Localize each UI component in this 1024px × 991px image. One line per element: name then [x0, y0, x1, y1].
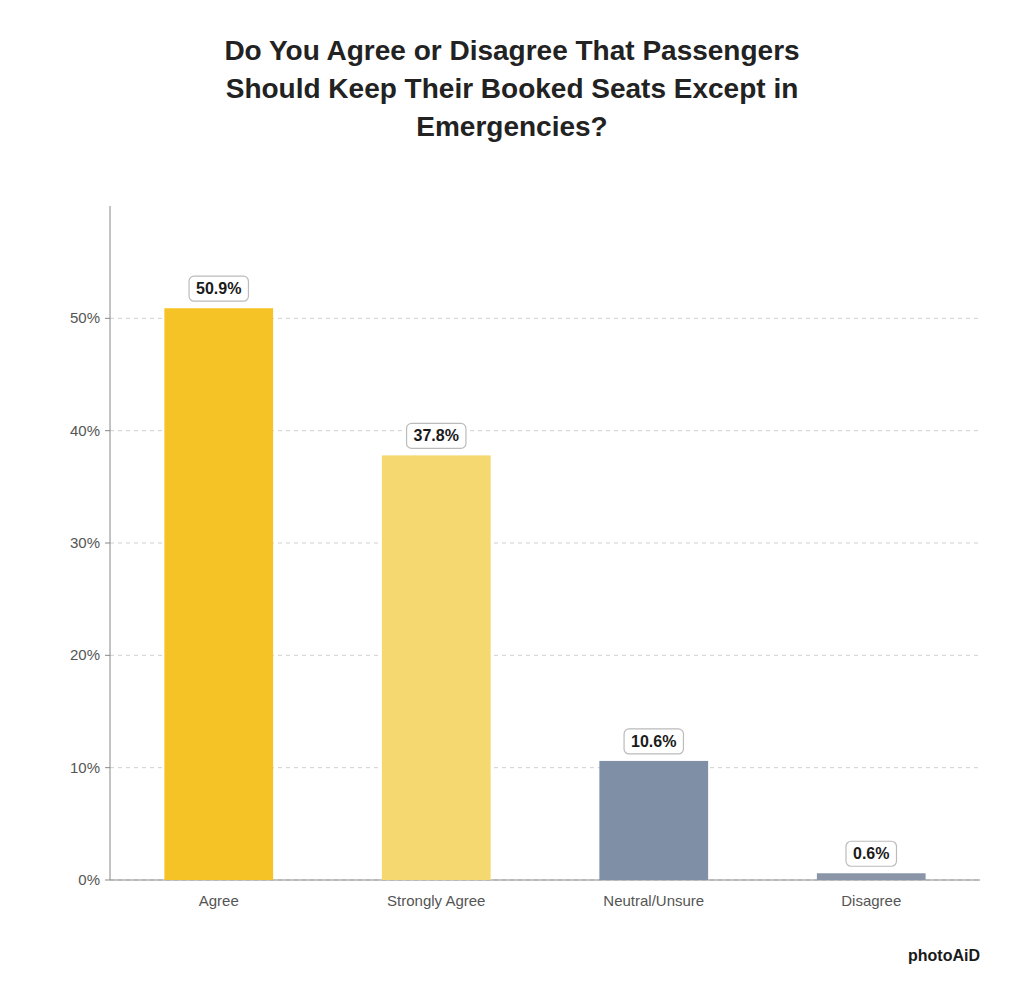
annotation: photoAiD — [908, 947, 980, 964]
bars — [164, 308, 925, 880]
data-label: 50.9% — [196, 280, 241, 297]
data-label: 10.6% — [631, 733, 676, 750]
data-label-box — [407, 423, 466, 448]
x-tick-label: Neutral/Unsure — [603, 892, 704, 909]
chart-container: Do You Agree or Disagree That Passengers… — [0, 0, 1024, 991]
y-axis-line — [110, 206, 111, 880]
y-tick-label: 20% — [70, 646, 100, 663]
y-tick-label: 30% — [70, 534, 100, 551]
bar — [599, 761, 708, 880]
data-label: 0.6% — [853, 845, 889, 862]
data-label-box — [846, 841, 896, 866]
title-line: Do You Agree or Disagree That Passengers — [224, 35, 799, 66]
y-tick-label: 10% — [70, 759, 100, 776]
title-line: Emergencies? — [416, 111, 607, 142]
y-tick — [105, 767, 110, 768]
data-label-box — [624, 729, 683, 754]
title-line: Should Keep Their Booked Seats Except in — [226, 73, 799, 104]
y-tick — [105, 543, 110, 544]
x-tick-label: Agree — [199, 892, 239, 909]
x-tick-label: Disagree — [841, 892, 901, 909]
y-tick — [105, 655, 110, 656]
x-axis: Agree Strongly Agree Neutral/Unsure Disagre… — [199, 892, 902, 909]
title: Do You Agree or Disagree That Passengers… — [224, 35, 799, 142]
y-tick-label: 50% — [70, 309, 100, 326]
y-tick — [105, 430, 110, 431]
y-tick — [105, 880, 110, 881]
bar — [382, 455, 491, 880]
data-label-box — [189, 276, 248, 301]
chart-svg: Do You Agree or Disagree That Passengers… — [0, 0, 1024, 991]
data-labels: 50.9% 37.8% 10.6% 0.6% — [189, 276, 896, 866]
bar — [164, 308, 273, 880]
bar — [817, 873, 926, 880]
y-tick-label: 40% — [70, 422, 100, 439]
y-tick — [105, 318, 110, 319]
x-tick-label: Strongly Agree — [387, 892, 485, 909]
y-tick-label: 0% — [78, 871, 100, 888]
data-label: 37.8% — [414, 427, 459, 444]
